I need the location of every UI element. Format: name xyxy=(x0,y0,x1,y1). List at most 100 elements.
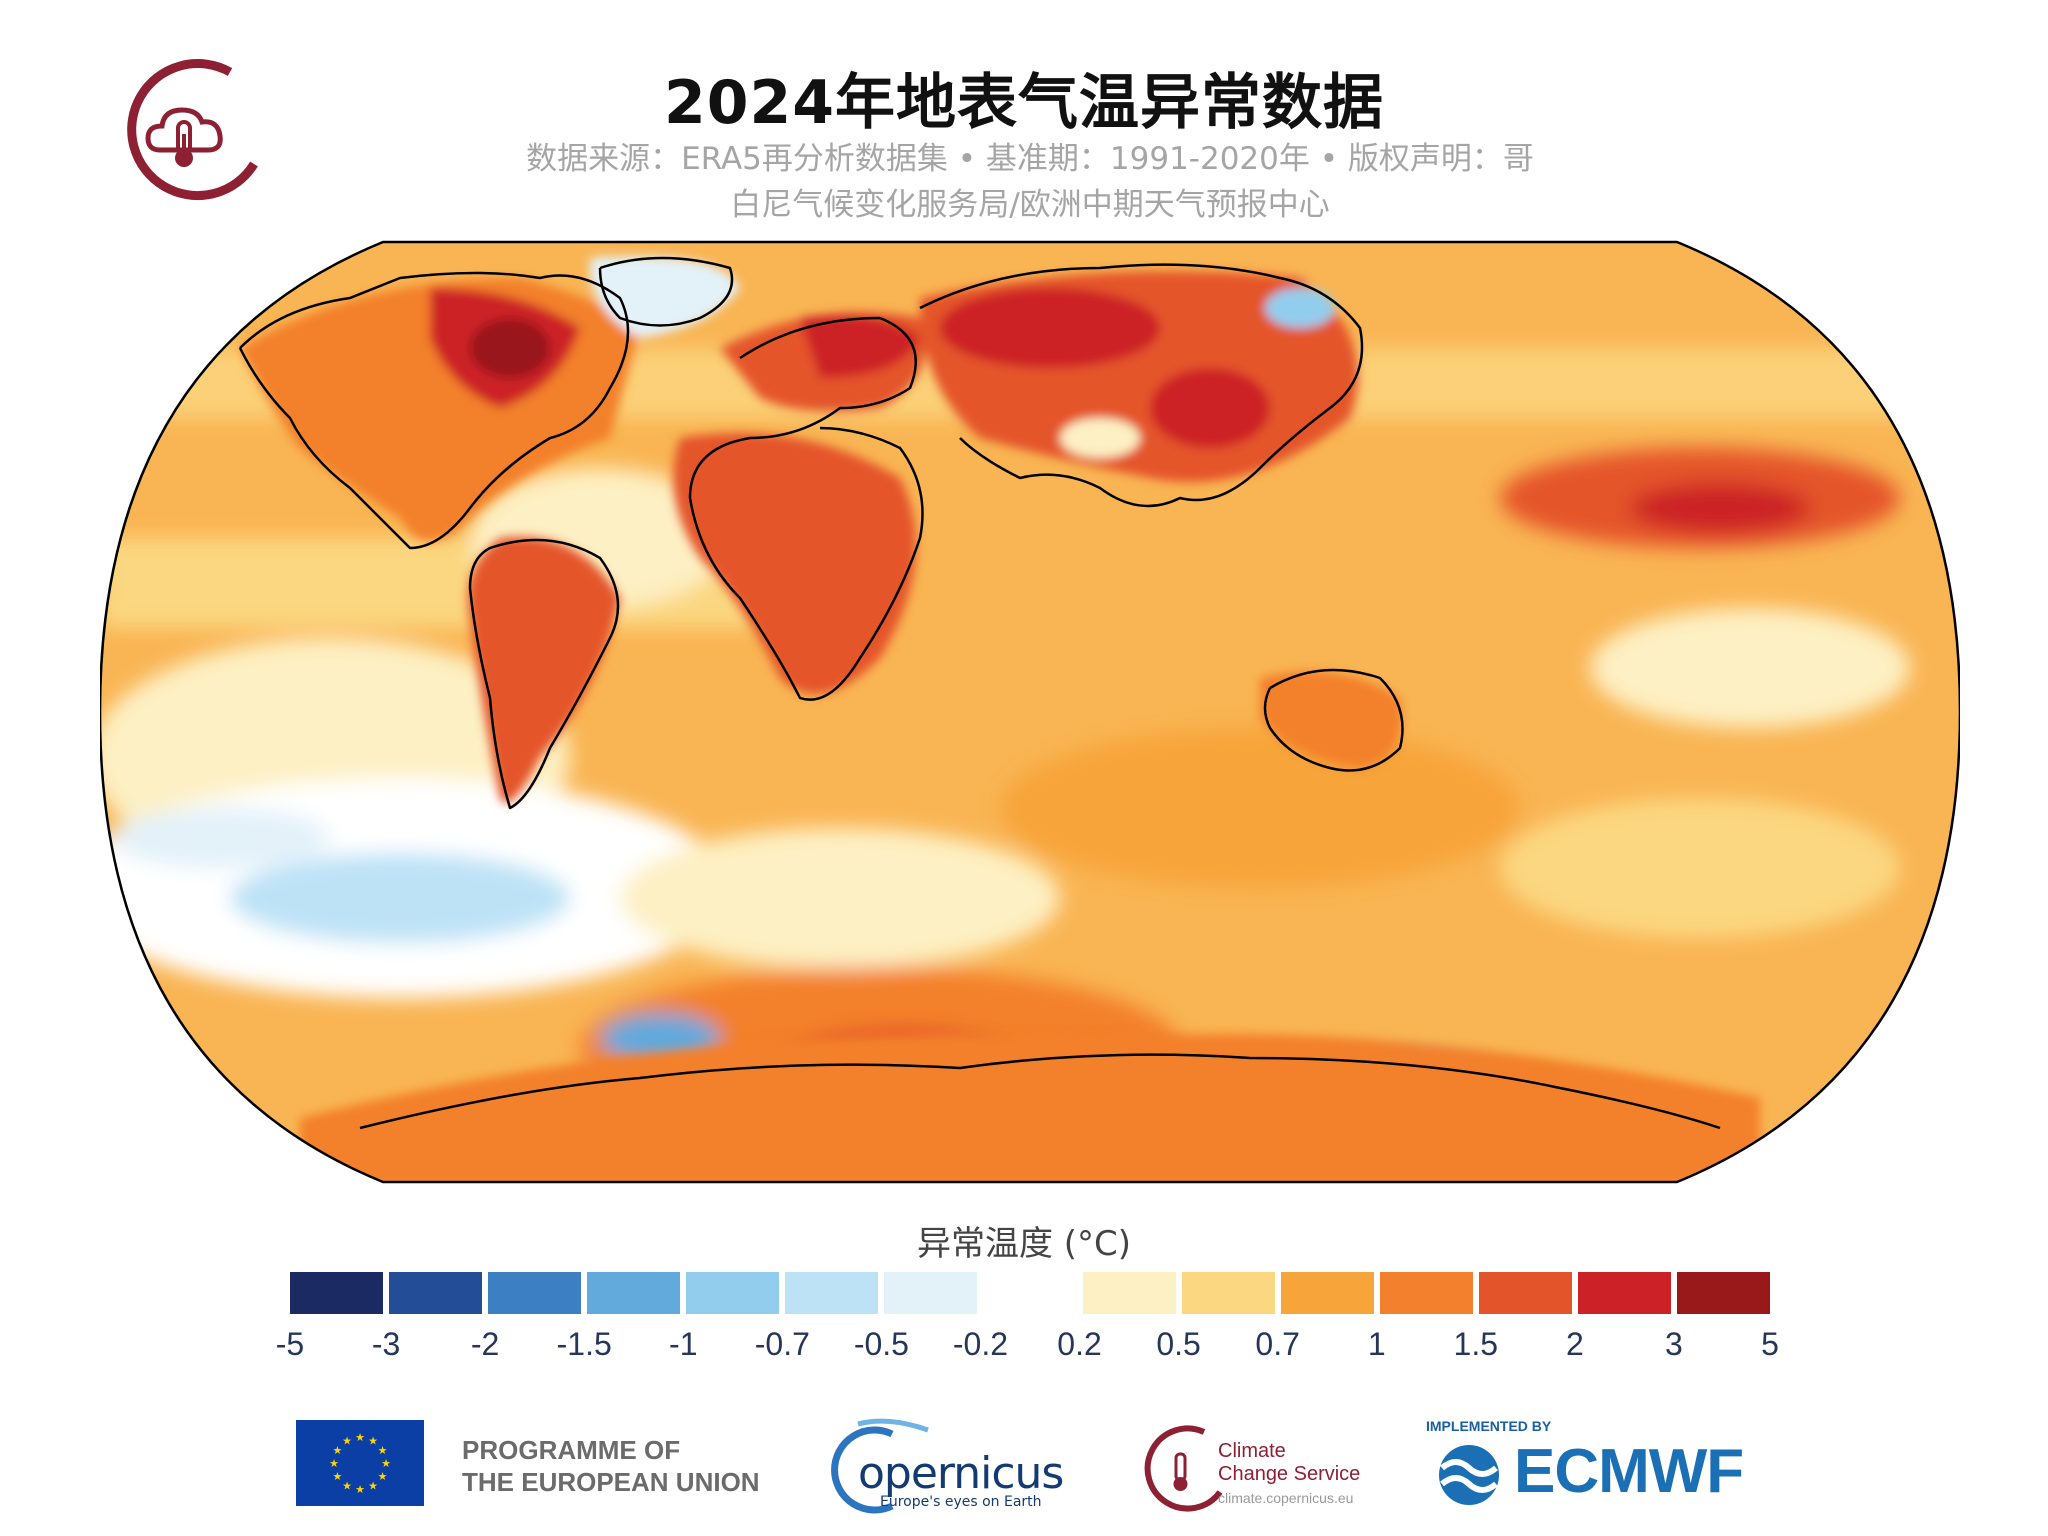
colorbar-ticks: -5 -3 -2 -1.5 -1 -0.7 -0.5 -0.2 0.2 0.5 0.7 1 1.5 2 3 5 xyxy=(276,1326,1779,1366)
colorbar-tick-label: -1 xyxy=(669,1326,698,1362)
subtitle-line-2: 白尼气候变化服务局/欧洲中期天气预报中心 xyxy=(730,187,1330,223)
legend-title: 异常温度 (°C) xyxy=(916,1224,1132,1264)
eu-star-icon: ★ xyxy=(355,1483,365,1496)
ecmwf-waves-icon xyxy=(1439,1445,1499,1505)
implemented-by-label: IMPLEMENTED BY xyxy=(1426,1418,1552,1434)
colorbar-segment xyxy=(1676,1272,1770,1314)
c3s-logo-arc xyxy=(127,59,258,201)
colorbar-tick-label: -5 xyxy=(275,1326,305,1362)
east-pacific-neutral xyxy=(1590,608,1910,728)
c3s-small-logo xyxy=(1144,1425,1223,1512)
coast-asia xyxy=(919,263,1364,508)
colorbar-tick-label: -1.5 xyxy=(556,1326,612,1362)
coast-australia xyxy=(1263,668,1404,772)
colorbar xyxy=(290,1272,1770,1314)
kamchatka-cool xyxy=(1265,288,1335,328)
coast-north-america xyxy=(238,271,630,550)
australia xyxy=(1260,671,1402,768)
eu-star-icon: ★ xyxy=(381,1457,391,1470)
south-america xyxy=(468,536,620,803)
colorbar-segment xyxy=(884,1272,978,1314)
colorbar-tick-label: -2 xyxy=(470,1326,500,1362)
colorbar-segment xyxy=(785,1272,879,1314)
eu-star-icon: ★ xyxy=(342,1434,352,1447)
colorbar-segment xyxy=(1379,1272,1473,1314)
anomaly-map xyxy=(100,240,1960,1184)
subtitle-line-1: 数据来源：ERA5再分析数据集 • 基准期：1991-2020年 • 版权声明：… xyxy=(526,141,1534,177)
eu-star-icon: ★ xyxy=(329,1457,339,1470)
south-pacific-cool-2 xyxy=(110,808,330,868)
colorbar-tick-label: 2 xyxy=(1565,1326,1584,1362)
eu-star-icon: ★ xyxy=(333,1444,343,1457)
copernicus-tagline: Europe's eyes on Earth xyxy=(880,1494,1042,1510)
eu-star-icon: ★ xyxy=(355,1431,365,1444)
land xyxy=(240,256,1760,1182)
cloud-icon xyxy=(145,107,223,153)
colorbar-tick-label: 1.5 xyxy=(1453,1326,1499,1362)
eu-flag-icon: ★★★★★★★★★ ★ ★★ xyxy=(296,1420,424,1506)
colorbar-segment xyxy=(983,1272,1077,1314)
eu-star-icon: ★ xyxy=(333,1470,343,1483)
c3s-label: Climate Change Service xyxy=(1218,1440,1360,1486)
colorbar-tick-label: -3 xyxy=(371,1326,401,1362)
copernicus-logo xyxy=(831,1418,929,1514)
africa xyxy=(673,433,916,694)
subtitle: 数据来源：ERA5再分析数据集 • 基准期：1991-2020年 • 版权声明：… xyxy=(470,136,1590,228)
c3s-line-1: Climate xyxy=(1218,1440,1286,1462)
colorbar-tick-label: -0.7 xyxy=(754,1326,810,1362)
eu-line-2: THE EUROPEAN UNION xyxy=(462,1467,760,1497)
colorbar-segment xyxy=(389,1272,483,1314)
eu-star-icon: ★ xyxy=(342,1480,352,1493)
hudson-extreme xyxy=(470,318,550,378)
thermometer-icon xyxy=(175,120,193,167)
siberia-very-hot xyxy=(940,288,1160,368)
colorbar-segment xyxy=(1181,1272,1275,1314)
ecmwf-wordmark: ECMWF xyxy=(1514,1437,1744,1506)
coast-antarctica xyxy=(359,1053,1721,1130)
page-title: 2024年地表气温异常数据 xyxy=(664,68,1384,138)
eastern-europe-extreme xyxy=(800,315,920,378)
colorbar-segment xyxy=(1280,1272,1374,1314)
copernicus-wordmark: opernicus xyxy=(858,1448,1064,1499)
colorbar-segment xyxy=(1082,1272,1176,1314)
colorbar-tick-label: -0.2 xyxy=(952,1326,1009,1362)
north-pacific-extreme xyxy=(1630,483,1810,533)
eu-star-icon: ★ xyxy=(378,1470,388,1483)
colorbar-segment xyxy=(290,1272,384,1314)
colorbar-segment xyxy=(587,1272,681,1314)
coast-greenland xyxy=(598,256,734,327)
eu-line-1: PROGRAMME OF xyxy=(462,1435,681,1465)
c3s-logo xyxy=(127,59,258,201)
colorbar-tick-label: 5 xyxy=(1761,1326,1779,1362)
coastlines xyxy=(238,256,1721,1130)
colorbar-tick-label: 0.7 xyxy=(1255,1326,1300,1362)
south-east-pacific-mild xyxy=(1500,798,1900,938)
colorbar-tick-label: -0.5 xyxy=(853,1326,909,1362)
colorbar-segment xyxy=(1577,1272,1671,1314)
south-pacific-cool xyxy=(230,853,570,943)
copernicus-c-icon xyxy=(831,1426,894,1514)
eu-star-icon: ★ xyxy=(378,1444,388,1457)
south-atlantic-neutral xyxy=(620,828,1060,968)
colorbar-tick-label: 3 xyxy=(1665,1326,1683,1362)
map-fill xyxy=(100,242,1960,1182)
colorbar-tick-label: 1 xyxy=(1367,1326,1386,1362)
tibet-neutral xyxy=(1060,418,1140,458)
colorbar-tick-label: 0.2 xyxy=(1057,1326,1102,1362)
colorbar-segment xyxy=(686,1272,780,1314)
colorbar-segment xyxy=(488,1272,582,1314)
eu-star-icon: ★ xyxy=(368,1434,378,1447)
c3s-line-2: Change Service xyxy=(1218,1463,1361,1485)
indian-ocean-warm xyxy=(1000,728,1520,888)
colorbar-segment xyxy=(1478,1272,1572,1314)
c3s-url: climate.copernicus.eu xyxy=(1218,1490,1354,1506)
eu-programme-label: PROGRAMME OF THE EUROPEAN UNION xyxy=(462,1434,760,1498)
coast-europe-africa xyxy=(688,316,924,701)
thermometer-icon xyxy=(1173,1452,1188,1491)
coast-south-america xyxy=(468,538,620,810)
east-asia-very-hot xyxy=(1150,368,1270,448)
eu-star-icon: ★ xyxy=(368,1480,378,1493)
antarctica xyxy=(300,1034,1760,1182)
colorbar-tick-label: 0.5 xyxy=(1156,1326,1201,1362)
globe-outline xyxy=(100,240,1960,1184)
